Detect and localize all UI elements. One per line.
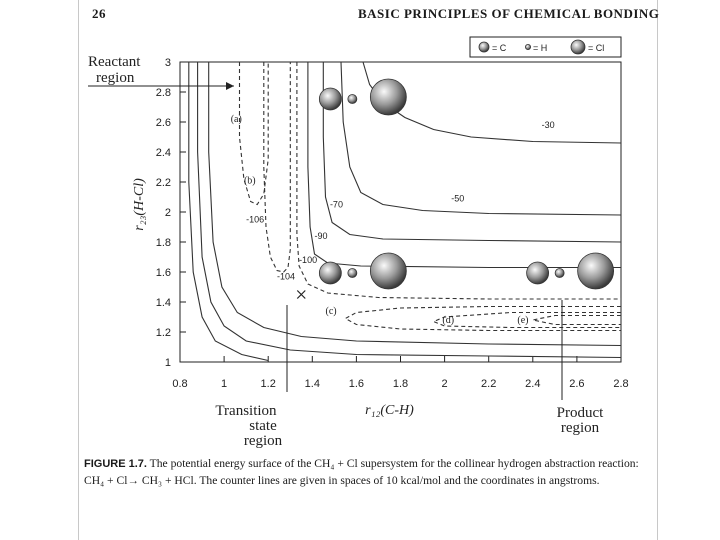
y-tick-label: 1 xyxy=(165,357,171,369)
contour-line xyxy=(362,61,622,144)
chlorine-atom-icon xyxy=(577,252,615,290)
x-tick-label: 1.4 xyxy=(305,378,320,390)
y-tick-label: 2.8 xyxy=(156,87,171,99)
y-tick-label: 3 xyxy=(165,57,171,69)
legend-hydrogen-icon xyxy=(525,44,532,51)
hydrogen-atom-icon xyxy=(347,94,358,104)
contour-level-label: -50 xyxy=(451,194,464,204)
contour-level-label: -104 xyxy=(277,272,295,282)
y-tick-label: 1.6 xyxy=(156,267,171,279)
y-tick-label: 2.4 xyxy=(156,147,171,159)
x-tick-label: 2 xyxy=(442,378,448,390)
point-label: (d) xyxy=(442,315,454,326)
carbon-atom-icon xyxy=(318,261,342,285)
y-axis-label: r₂₃(H-Cl) xyxy=(132,178,147,231)
product-region-label-line2: region xyxy=(561,420,600,436)
carbon-atom-icon xyxy=(318,87,342,111)
y-tick-label: 1.8 xyxy=(156,237,171,249)
chlorine-atom-icon xyxy=(369,252,407,290)
hydrogen-atom-icon xyxy=(347,268,358,278)
contour-line xyxy=(296,62,621,300)
contour-level-label: -106 xyxy=(246,215,264,225)
point-label: (e) xyxy=(517,315,528,326)
y-tick-label: 1.4 xyxy=(156,297,171,309)
y-tick-label: 2.2 xyxy=(156,177,171,189)
contour-level-label: -90 xyxy=(315,231,328,241)
point-label: (a) xyxy=(231,114,242,125)
carbon-atom-icon xyxy=(526,261,550,285)
contour-line xyxy=(208,62,622,347)
legend-label-chlorine: = Cl xyxy=(588,43,604,53)
page-right-edge xyxy=(657,0,658,540)
y-tick-label: 2 xyxy=(165,207,171,219)
transition-region-label-line1: Transition xyxy=(215,403,277,419)
contour-level-label: -70 xyxy=(330,200,343,210)
x-tick-label: 1.2 xyxy=(261,378,276,390)
legend-label-hydrogen: = H xyxy=(533,43,547,53)
reactant-arrowhead-icon xyxy=(226,82,234,90)
contour-line xyxy=(340,61,622,216)
chlorine-atom-icon xyxy=(369,78,407,116)
page-number: 26 xyxy=(92,6,106,21)
contour-line xyxy=(344,305,621,332)
x-tick-label: 0.8 xyxy=(172,378,187,390)
contour-line xyxy=(432,311,621,329)
legend-carbon-icon xyxy=(478,41,490,53)
legend-chlorine-icon xyxy=(570,39,586,55)
transition-region-label-line3: region xyxy=(244,433,283,449)
reactant-region-label-line2: region xyxy=(96,70,135,86)
x-tick-label: 1.8 xyxy=(393,378,408,390)
contour-line xyxy=(307,62,621,269)
running-header: BASIC PRINCIPLES OF CHEMICAL BONDING xyxy=(358,6,660,21)
contour-level-label: -30 xyxy=(542,120,555,130)
contour-line xyxy=(263,62,291,273)
contour-line xyxy=(532,314,621,326)
point-label: (c) xyxy=(326,306,337,317)
x-axis-label: r₁₂(C-H) xyxy=(365,403,414,418)
transition-state-marker xyxy=(296,290,306,299)
contour-line xyxy=(197,62,622,359)
x-tick-label: 2.8 xyxy=(613,378,628,390)
product-region-label-line1: Product xyxy=(557,405,604,421)
x-tick-label: 2.6 xyxy=(569,378,584,390)
contour-line xyxy=(238,62,269,206)
contour-line xyxy=(322,62,622,243)
contour-line xyxy=(188,62,269,362)
x-tick-label: 1 xyxy=(221,378,227,390)
caption-text: The potential energy surface of the CH₄ … xyxy=(84,457,639,487)
legend-label-carbon: = C xyxy=(492,43,507,53)
point-label: (b) xyxy=(244,176,256,187)
page-left-edge xyxy=(78,0,79,540)
reactant-region-label-line1: Reactant xyxy=(88,54,141,70)
x-tick-label: 2.4 xyxy=(525,378,540,390)
contour-level-label: -100 xyxy=(299,255,317,265)
hydrogen-atom-icon xyxy=(554,268,565,278)
y-tick-label: 2.6 xyxy=(156,117,171,129)
x-tick-label: 2.2 xyxy=(481,378,496,390)
transition-region-label-line2: state xyxy=(249,418,277,434)
figure-caption: FIGURE 1.7. The potential energy surface… xyxy=(84,456,644,488)
caption-label: FIGURE 1.7. xyxy=(84,458,147,470)
x-tick-label: 1.6 xyxy=(349,378,364,390)
y-tick-label: 1.2 xyxy=(156,327,171,339)
